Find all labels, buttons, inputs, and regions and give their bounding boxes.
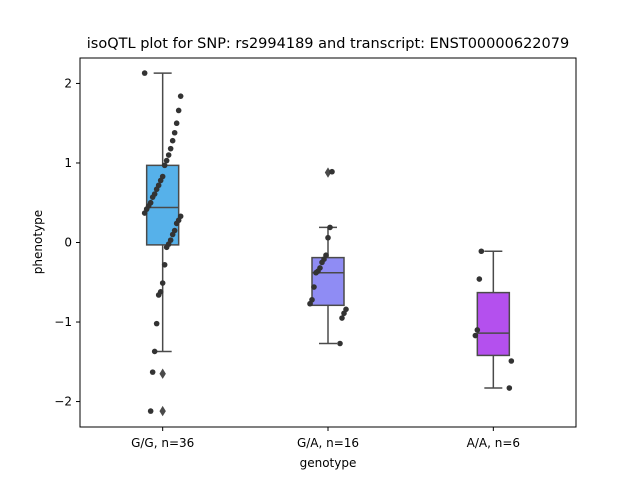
data-point	[169, 231, 176, 238]
data-point	[339, 315, 345, 321]
data-point	[167, 145, 174, 152]
data-point	[153, 320, 160, 327]
y-tick-label: −2	[54, 395, 72, 409]
data-point	[506, 385, 513, 391]
data-point	[474, 327, 481, 333]
data-point	[161, 162, 168, 169]
y-axis-label: phenotype	[31, 210, 45, 274]
x-tick-label: G/G, n=36	[131, 436, 194, 450]
data-point	[319, 259, 325, 266]
data-point	[169, 137, 176, 144]
data-point	[149, 194, 156, 200]
data-point	[313, 269, 319, 276]
axes-frame	[79, 57, 577, 428]
box-group	[472, 248, 515, 391]
data-point	[327, 224, 333, 231]
x-tick-label: A/A, n=6	[467, 436, 520, 450]
plot-area: −2 −1 0 1 2 G/G, n=36 G/A, n=16 A/A, n=6	[54, 70, 520, 450]
data-point	[173, 220, 180, 227]
outlier-marker	[324, 167, 332, 178]
x-tick-label: G/A, n=16	[297, 436, 359, 450]
data-point	[341, 310, 347, 317]
chart-title: isoQTL plot for SNP: rs2994189 and trans…	[87, 36, 569, 52]
data-point	[159, 280, 166, 286]
box-group	[141, 70, 184, 417]
data-point	[478, 248, 485, 255]
outlier-marker	[159, 405, 166, 417]
data-point	[151, 348, 158, 355]
data-point	[472, 332, 479, 339]
data-point	[337, 340, 343, 347]
data-point	[171, 129, 178, 136]
data-point	[157, 177, 164, 184]
data-point	[153, 186, 160, 193]
y-tick-label: 2	[64, 76, 72, 90]
data-point	[165, 152, 172, 158]
data-point	[141, 70, 148, 76]
data-point	[149, 369, 156, 375]
data-point	[329, 168, 335, 175]
data-point	[155, 292, 162, 298]
data-point	[325, 234, 331, 241]
data-point	[163, 244, 170, 251]
x-axis-label: genotype	[300, 456, 357, 470]
data-point	[177, 93, 184, 99]
data-point	[147, 408, 154, 414]
box-group	[307, 167, 349, 347]
y-tick-label: −1	[54, 315, 72, 329]
y-tick-label: 0	[64, 236, 72, 250]
data-point	[476, 276, 483, 282]
data-point	[175, 107, 182, 114]
outlier-marker	[159, 368, 166, 379]
data-point	[508, 358, 515, 364]
data-point	[307, 300, 313, 307]
data-point	[163, 157, 170, 164]
data-point	[161, 261, 168, 268]
box	[311, 256, 345, 307]
data-point	[141, 210, 148, 216]
y-tick-label: 1	[64, 156, 72, 170]
data-point	[173, 120, 180, 127]
data-point	[311, 284, 317, 290]
box	[476, 291, 511, 357]
